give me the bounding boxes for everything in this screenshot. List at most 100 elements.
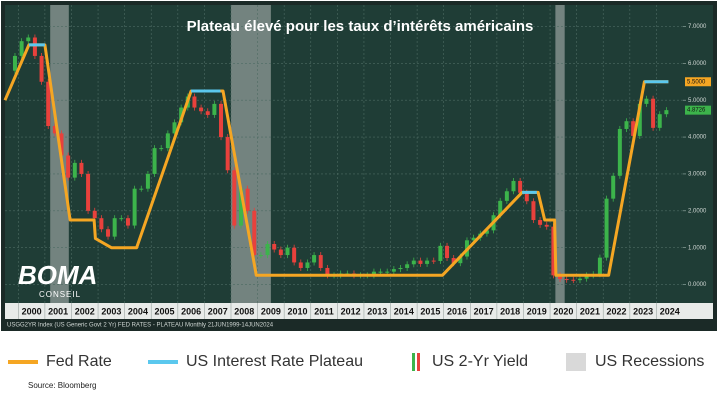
candle-body	[219, 103, 224, 138]
candle-body	[86, 173, 91, 211]
recession-band	[231, 5, 271, 303]
candle-body	[292, 247, 297, 263]
legend-swatch	[566, 353, 586, 371]
candle-body	[12, 55, 17, 71]
last-value-label: 5.5000	[687, 79, 706, 85]
candle-body	[538, 220, 543, 225]
candle-body	[232, 170, 237, 226]
x-tick-label: 2004	[128, 306, 148, 316]
x-tick-label: 2018	[500, 306, 520, 316]
x-tick-label: 2014	[394, 306, 414, 316]
x-tick-label: 2008	[234, 306, 254, 316]
candle-body	[172, 122, 177, 134]
candle-body	[52, 126, 57, 134]
candle-body	[664, 110, 669, 115]
candle-body	[504, 191, 509, 201]
x-tick-label: 2021	[580, 306, 600, 316]
candle-body	[92, 210, 97, 219]
line-series	[3, 43, 669, 277]
candle-body	[411, 260, 416, 265]
y-tick-label: 3.0000	[688, 172, 707, 178]
logo: BOMA	[18, 260, 97, 290]
candle-body	[59, 133, 64, 156]
candle-body	[564, 279, 569, 281]
candle-body	[611, 175, 616, 199]
logo-sub: CONSEIL	[39, 290, 81, 299]
x-tick-label: 2016	[447, 306, 467, 316]
candle-body	[398, 267, 403, 270]
source: Source: Bloomberg	[28, 381, 96, 390]
candle-body	[558, 275, 563, 280]
candle-body	[385, 271, 390, 273]
candle-body	[145, 173, 150, 189]
legend-swatch	[412, 353, 415, 371]
candle-body	[651, 98, 656, 128]
candle-body	[205, 111, 210, 115]
candle-body	[551, 226, 556, 276]
candle-body	[584, 275, 589, 279]
candle-body	[212, 103, 217, 115]
x-tick-label: 2017	[474, 306, 494, 316]
plot-area	[5, 5, 713, 303]
candle-body	[272, 244, 277, 250]
y-tick-label: 7.0000	[688, 24, 707, 30]
x-tick-label: 2002	[75, 306, 95, 316]
candle-body	[106, 229, 111, 237]
x-tick-label: 2020	[553, 306, 573, 316]
candle-body	[72, 162, 77, 178]
candle-body	[657, 114, 662, 128]
x-tick-label: 2003	[101, 306, 121, 316]
candle-body	[99, 218, 104, 230]
candle-body	[252, 210, 257, 256]
candle-body	[225, 137, 230, 171]
y-tick-label: 6.0000	[688, 61, 707, 67]
candle-body	[498, 200, 503, 216]
chart-title: Plateau élevé pour les taux d’intérêts a…	[187, 18, 534, 35]
y-tick-label: 0.0000	[688, 282, 707, 288]
candle-body	[258, 255, 263, 257]
candle-body	[312, 255, 317, 263]
candle-body	[112, 218, 117, 237]
candle-body	[318, 255, 323, 268]
candle-body	[531, 201, 536, 221]
recession-band	[555, 5, 565, 303]
candle-body	[39, 55, 44, 82]
x-tick-label: 2012	[341, 306, 361, 316]
candle-body	[617, 128, 622, 176]
candle-body	[139, 188, 144, 190]
candle-body	[637, 103, 642, 136]
y-tick-label: 2.0000	[688, 208, 707, 214]
candle-body	[285, 247, 290, 256]
candle-body	[378, 271, 383, 273]
candle-body	[26, 37, 31, 42]
candle-body	[431, 260, 436, 262]
x-tick-label: 2005	[155, 306, 175, 316]
x-tick-label: 2007	[208, 306, 228, 316]
legend-label: US Interest Rate Plateau	[186, 353, 363, 370]
candle-body	[199, 107, 204, 112]
x-tick-label: 2015	[420, 306, 440, 316]
candle-body	[418, 260, 423, 264]
candle-body	[471, 237, 476, 241]
candle-body	[511, 180, 516, 192]
x-tick-label: 2013	[367, 306, 387, 316]
candle-body	[458, 256, 463, 264]
candle-body	[571, 279, 576, 281]
candle-body	[445, 245, 450, 259]
candle-body	[19, 41, 24, 56]
legend-label: Fed Rate	[46, 353, 112, 370]
last-value-box	[685, 105, 711, 115]
candle-body	[604, 198, 609, 258]
candle-body	[405, 264, 410, 268]
candle-body	[438, 245, 443, 261]
x-tick-label: 2009	[261, 306, 281, 316]
y-tick-label: 4.0000	[688, 135, 707, 141]
candle-body	[245, 188, 250, 211]
legend-label: US Recessions	[595, 353, 704, 370]
candle-body	[179, 107, 184, 123]
candle-body	[165, 133, 170, 149]
candle-body	[66, 155, 71, 178]
legend-swatch	[417, 353, 420, 371]
footnote: USGG2YR Index (US Generic Govt 2 Yr) FED…	[7, 323, 274, 329]
